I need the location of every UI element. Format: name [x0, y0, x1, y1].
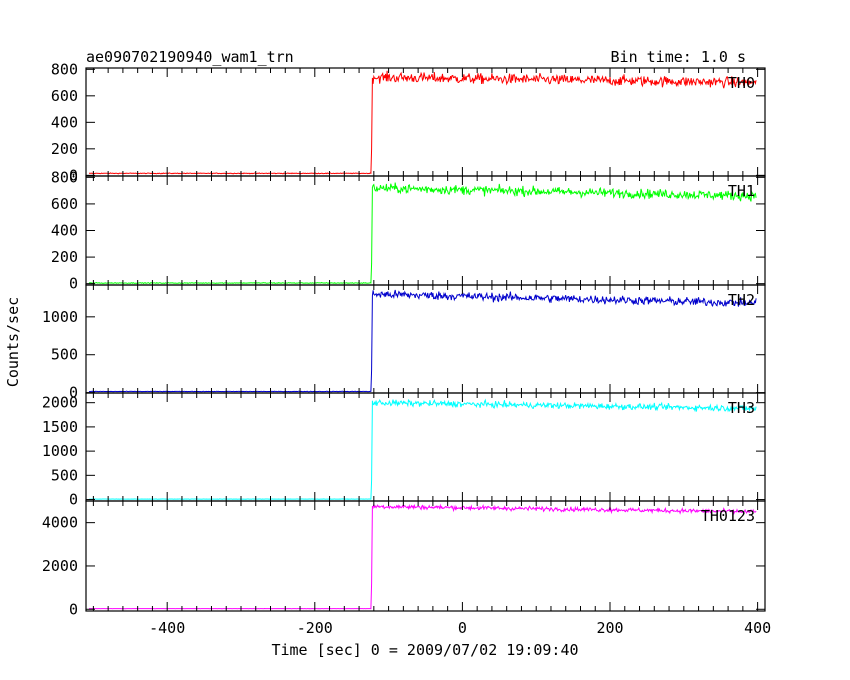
y-tick-label: 200: [51, 248, 78, 266]
panel-label-th3: TH3: [728, 399, 755, 417]
series-line-th3: [88, 398, 757, 500]
y-tick-label: 200: [51, 140, 78, 158]
panel-label-th0: TH0: [728, 74, 755, 92]
x-tick-label: 0: [458, 619, 467, 637]
y-tick-label: 600: [51, 87, 78, 105]
x-axis-label: Time [sec] 0 = 2009/07/02 19:09:40: [271, 641, 578, 659]
y-tick-label: 400: [51, 222, 78, 240]
y-tick-label: 500: [51, 466, 78, 484]
panel-frame-5: [85, 500, 766, 612]
y-tick-label: 0: [69, 384, 78, 402]
series-line-th1: [88, 182, 757, 285]
series-line-th0123: [89, 502, 757, 610]
y-tick-label: 0: [69, 600, 78, 618]
series-line-th2: [88, 289, 757, 393]
x-tick-label: 400: [744, 619, 771, 637]
y-tick-label: 1000: [42, 442, 78, 460]
y-tick-label: 400: [51, 113, 78, 131]
y-axis-label: Counts/sec: [4, 297, 22, 387]
bin-time-label: Bin time: 1.0 s: [611, 48, 746, 66]
y-tick-label: 2000: [42, 394, 78, 412]
y-tick-label: 0: [69, 166, 78, 184]
panel-label-th1: TH1: [728, 182, 755, 200]
x-tick-label: -200: [297, 619, 333, 637]
panel-label-th2: TH2: [728, 291, 755, 309]
x-tick-label: -400: [149, 619, 185, 637]
y-tick-label: 800: [51, 168, 78, 186]
y-tick-label: 1500: [42, 418, 78, 436]
y-tick-label: 500: [51, 346, 78, 364]
y-tick-label: 800: [51, 60, 78, 78]
y-tick-label: 4000: [42, 514, 78, 532]
y-tick-label: 0: [69, 275, 78, 293]
y-tick-label: 1000: [42, 308, 78, 326]
y-tick-label: 600: [51, 195, 78, 213]
plot-area: 0 200 400 600 800 TH0 0 200 400 600 800 TH1 0 500 1000…: [42, 60, 771, 637]
series-line-th0: [89, 70, 757, 175]
y-tick-label: 2000: [42, 557, 78, 575]
panel-label-th0123: TH0123: [701, 507, 755, 525]
chart-title: ae090702190940_wam1_trn: [86, 48, 294, 66]
y-tick-label: 0: [69, 491, 78, 509]
x-tick-label: 200: [596, 619, 623, 637]
